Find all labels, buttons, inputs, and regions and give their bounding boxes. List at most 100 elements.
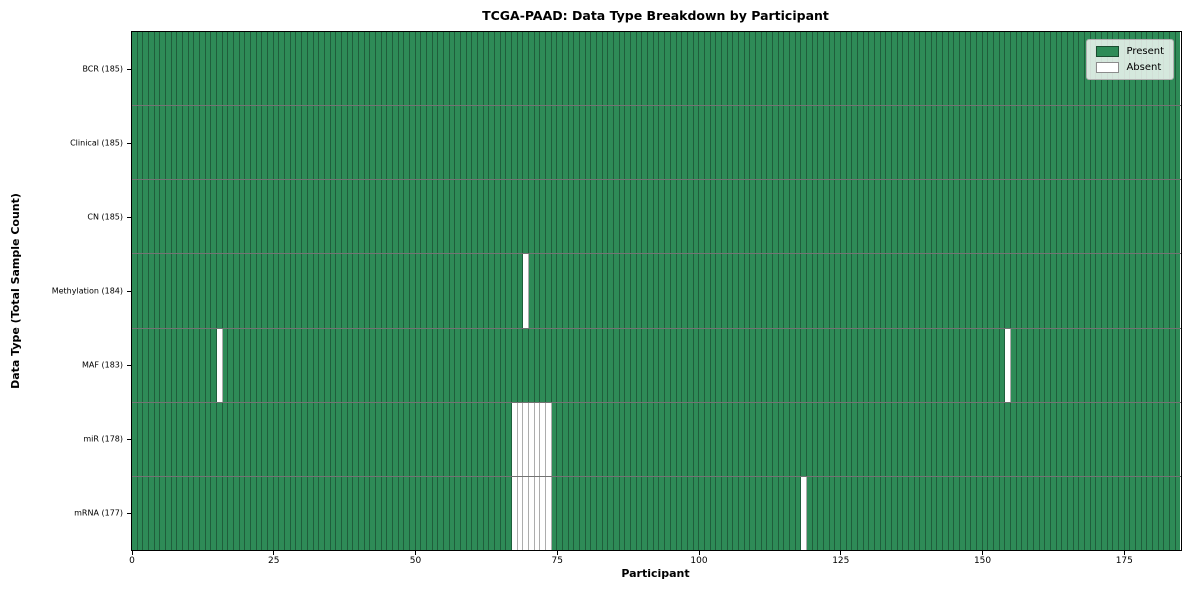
heatmap-cell xyxy=(784,328,790,402)
heatmap-cell xyxy=(137,328,144,402)
heatmap-cell xyxy=(307,328,314,402)
heatmap-cell xyxy=(546,254,552,328)
heatmap-cell xyxy=(948,402,955,476)
heatmap-cell xyxy=(330,180,337,254)
heatmap-cell xyxy=(948,32,955,106)
heatmap-cell xyxy=(875,180,881,254)
heatmap-cell xyxy=(273,106,280,180)
heatmap-cell xyxy=(200,32,206,106)
heatmap-cell xyxy=(234,402,240,476)
heatmap-cell xyxy=(789,476,796,550)
heatmap-cell xyxy=(1164,476,1170,550)
heatmap-cell xyxy=(948,180,955,254)
heatmap-cell xyxy=(551,328,558,402)
heatmap-cell xyxy=(228,32,235,106)
heatmap-cell xyxy=(205,180,212,254)
heatmap-cell xyxy=(619,402,626,476)
heatmap-cell xyxy=(926,476,932,550)
heatmap-cell xyxy=(806,254,813,328)
heatmap-cell xyxy=(835,476,841,550)
heatmap-cell xyxy=(614,328,620,402)
heatmap-cell xyxy=(268,402,274,476)
heatmap-cell xyxy=(903,328,910,402)
heatmap-cell xyxy=(1067,402,1074,476)
heatmap-cell xyxy=(840,106,847,180)
heatmap-cell xyxy=(1016,402,1023,476)
heatmap-cell xyxy=(744,254,751,328)
heatmap-cell xyxy=(994,106,1000,180)
heatmap-cell xyxy=(188,32,195,106)
heatmap-cell xyxy=(1016,328,1023,402)
heatmap-cell xyxy=(863,180,870,254)
heatmap-cell xyxy=(251,106,257,180)
heatmap-cell xyxy=(1028,328,1034,402)
heatmap-cell xyxy=(1011,180,1017,254)
heatmap-cell xyxy=(234,106,240,180)
heatmap-cell xyxy=(648,402,654,476)
heatmap-cell xyxy=(897,254,904,328)
heatmap-cell xyxy=(432,402,439,476)
heatmap-cell xyxy=(801,476,807,550)
heatmap-cell xyxy=(347,476,354,550)
heatmap-cell xyxy=(1050,180,1057,254)
heatmap-cell xyxy=(143,32,150,106)
heatmap-cell xyxy=(358,402,365,476)
heatmap-cell xyxy=(364,476,371,550)
heatmap-cell xyxy=(631,402,637,476)
heatmap-cell xyxy=(960,32,966,106)
heatmap-cell xyxy=(268,254,274,328)
heatmap-cell xyxy=(1141,402,1148,476)
heatmap-cell xyxy=(341,328,348,402)
x-tick-label: 50 xyxy=(409,556,422,566)
heatmap-cell xyxy=(795,328,802,402)
heatmap-cell xyxy=(540,476,547,550)
heatmap-cell xyxy=(580,32,586,106)
heatmap-cell xyxy=(846,476,853,550)
heatmap-cell xyxy=(926,106,932,180)
heatmap-cell xyxy=(960,476,966,550)
heatmap-cell xyxy=(132,328,138,402)
heatmap-cell xyxy=(1141,328,1148,402)
heatmap-cell xyxy=(166,328,172,402)
heatmap-cell xyxy=(1147,402,1153,476)
heatmap-cell xyxy=(948,254,955,328)
heatmap-cell xyxy=(625,254,632,328)
heatmap-cell xyxy=(818,254,824,328)
heatmap-cell xyxy=(761,180,768,254)
heatmap-cell xyxy=(755,402,762,476)
heatmap-cell xyxy=(1107,328,1114,402)
heatmap-cell xyxy=(1130,106,1136,180)
heatmap-cell xyxy=(580,476,586,550)
heatmap-cell xyxy=(1073,180,1080,254)
heatmap-cell xyxy=(1028,32,1034,106)
y-tick-mark xyxy=(127,512,131,514)
heatmap-cell xyxy=(597,402,603,476)
heatmap-cell xyxy=(426,254,433,328)
heatmap-cell xyxy=(540,254,547,328)
heatmap-cell xyxy=(920,476,927,550)
y-tick-mark xyxy=(127,142,131,144)
heatmap-cell xyxy=(795,106,802,180)
heatmap-cell xyxy=(1056,328,1063,402)
heatmap-cell xyxy=(772,476,779,550)
y-tick-mark xyxy=(127,290,131,292)
heatmap-cell xyxy=(1011,402,1017,476)
heatmap-cell xyxy=(699,32,705,106)
heatmap-cell xyxy=(546,32,552,106)
heatmap-row-Methylation xyxy=(132,253,1181,328)
heatmap-cell xyxy=(200,180,206,254)
heatmap-cell xyxy=(1045,180,1051,254)
heatmap-cell xyxy=(1147,180,1153,254)
heatmap-cell xyxy=(971,254,978,328)
heatmap-cell xyxy=(347,402,354,476)
heatmap-cell xyxy=(636,402,643,476)
heatmap-cell xyxy=(500,254,507,328)
heatmap-cell xyxy=(580,328,586,402)
heatmap-cell xyxy=(1101,328,1108,402)
heatmap-cell xyxy=(863,476,870,550)
heatmap-cell xyxy=(460,32,467,106)
heatmap-cell xyxy=(982,180,989,254)
heatmap-cell xyxy=(767,476,773,550)
heatmap-cell xyxy=(1022,476,1029,550)
heatmap-cell xyxy=(863,106,870,180)
